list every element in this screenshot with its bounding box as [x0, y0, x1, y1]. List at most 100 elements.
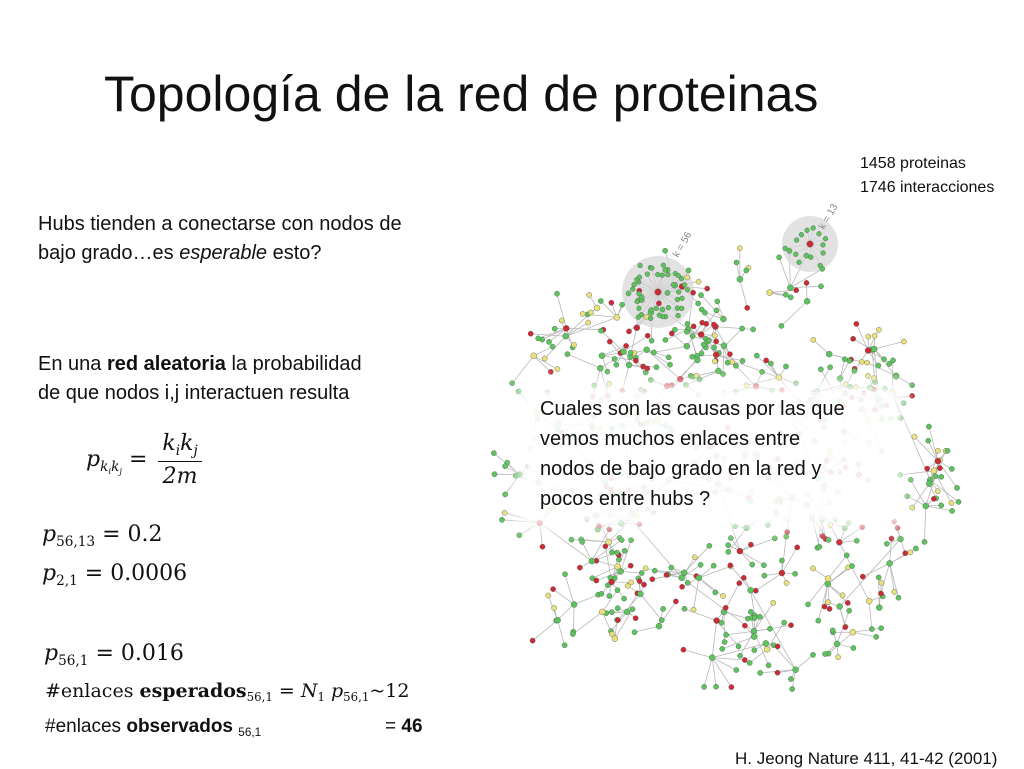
- network-node: [654, 306, 659, 311]
- network-edge: [573, 612, 602, 634]
- network-edge: [756, 573, 782, 591]
- network-edge: [723, 346, 724, 374]
- network-edge: [790, 286, 821, 287]
- network-node: [950, 508, 955, 513]
- network-node: [723, 605, 728, 610]
- network-node: [765, 522, 770, 527]
- network-node: [910, 505, 915, 510]
- network-node: [510, 381, 515, 386]
- network-edge: [694, 578, 699, 610]
- network-node: [656, 301, 661, 306]
- network-edge: [553, 589, 574, 604]
- network-edge: [881, 563, 890, 593]
- network-node: [690, 334, 695, 339]
- network-node: [779, 570, 785, 576]
- network-node: [607, 339, 612, 344]
- network-node: [664, 572, 669, 577]
- network-node: [636, 315, 641, 320]
- network-node: [645, 366, 650, 371]
- network-node: [771, 600, 776, 605]
- network-node: [661, 606, 666, 611]
- network-node: [843, 382, 848, 387]
- network-node: [628, 350, 633, 355]
- network-node: [684, 329, 689, 334]
- network-node: [748, 609, 753, 614]
- network-node: [823, 236, 828, 241]
- network-node: [851, 645, 856, 650]
- network-edge: [573, 604, 574, 631]
- network-node: [931, 496, 936, 501]
- network-node: [837, 604, 843, 610]
- network-edge: [684, 609, 716, 621]
- network-node: [676, 290, 681, 295]
- hubs-line-1: Hubs tienden a conectarse con nodos de: [38, 210, 402, 239]
- network-node: [685, 287, 690, 292]
- network-edge: [712, 658, 716, 687]
- network-node: [846, 520, 851, 525]
- network-node: [945, 448, 950, 453]
- network-node: [866, 334, 871, 339]
- network-node: [744, 383, 749, 388]
- network-node: [784, 580, 789, 585]
- network-node: [683, 383, 688, 388]
- network-edge: [699, 578, 715, 593]
- protein-count: 1458 proteinas: [860, 152, 994, 176]
- network-node: [724, 632, 729, 637]
- network-node: [537, 520, 543, 526]
- network-node: [768, 361, 773, 366]
- network-node: [818, 367, 823, 372]
- network-node: [871, 376, 876, 381]
- network-node: [753, 588, 758, 593]
- network-node: [707, 543, 712, 548]
- network-node: [679, 575, 685, 581]
- network-node: [821, 243, 826, 248]
- network-edge: [853, 628, 881, 632]
- network-node: [605, 369, 610, 374]
- network-edge: [582, 542, 592, 561]
- network-node: [794, 238, 799, 243]
- network-node: [843, 625, 848, 630]
- network-node: [633, 616, 638, 621]
- network-node: [910, 393, 915, 398]
- network-edge: [566, 317, 617, 336]
- network-node: [599, 609, 605, 615]
- network-node: [939, 503, 944, 508]
- network-edge: [712, 658, 731, 687]
- network-node: [666, 355, 671, 360]
- network-node: [712, 333, 717, 338]
- network-node: [503, 464, 508, 469]
- network-node: [598, 298, 603, 303]
- network-node: [783, 292, 788, 297]
- network-node: [705, 286, 710, 291]
- network-node: [854, 538, 859, 543]
- network-node: [609, 610, 614, 615]
- network-node: [742, 657, 747, 662]
- network-node: [607, 527, 612, 532]
- network-node: [686, 268, 691, 273]
- network-edge: [853, 632, 876, 637]
- network-node: [807, 241, 813, 247]
- network-node: [742, 623, 747, 628]
- network-node: [811, 337, 816, 342]
- network-node: [740, 326, 745, 331]
- network-node: [745, 305, 750, 310]
- network-node: [847, 358, 852, 363]
- network-node: [734, 260, 739, 265]
- network-edge: [828, 584, 830, 609]
- network-node: [655, 289, 661, 295]
- network-node: [625, 583, 630, 588]
- network-node: [879, 626, 884, 631]
- network-node: [690, 354, 695, 359]
- network-edge: [567, 354, 600, 368]
- network-node: [788, 676, 793, 681]
- network-node: [503, 492, 508, 497]
- network-node: [790, 686, 795, 691]
- network-node: [810, 652, 815, 657]
- network-node: [713, 352, 719, 358]
- network-node: [614, 314, 620, 320]
- hubs-line-2: bajo grado…es esperable esto?: [38, 239, 402, 268]
- network-node: [637, 291, 642, 296]
- network-node: [762, 573, 767, 578]
- network-node: [923, 503, 929, 509]
- network-node: [702, 684, 707, 689]
